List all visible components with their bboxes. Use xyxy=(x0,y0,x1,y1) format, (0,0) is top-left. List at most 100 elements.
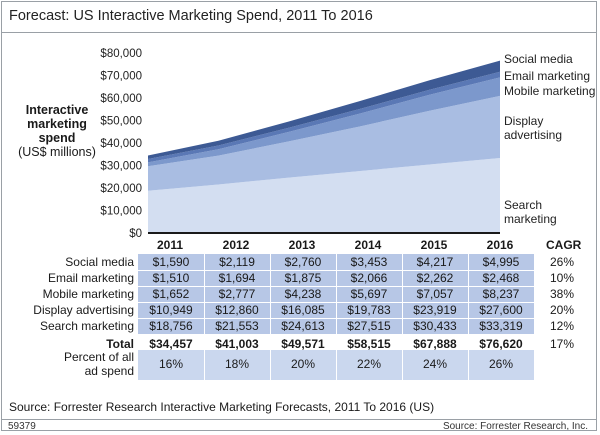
table-share-cell: 20% xyxy=(290,357,316,371)
area-chart: $0 $10,000 $20,000 $30,000 $40,000 $50,000 $60… xyxy=(100,48,500,240)
table-cell: $27,600 xyxy=(479,303,523,317)
table-cell: $1,652 xyxy=(152,287,190,301)
social-layer xyxy=(148,60,500,159)
table-share-cell: 18% xyxy=(224,357,250,371)
table-cell: $3,453 xyxy=(350,255,388,269)
table-year-header: 2013 xyxy=(288,238,316,252)
mobile-layer xyxy=(148,77,500,167)
table-share-cell: 26% xyxy=(488,357,514,371)
table-row-divider xyxy=(138,270,534,271)
table-share-cell: 24% xyxy=(422,357,448,371)
table-share-label-1: Percent of all xyxy=(63,350,134,364)
table-total-cell: $41,003 xyxy=(215,337,259,351)
table-cell: $2,777 xyxy=(218,287,256,301)
table-share-cell: 22% xyxy=(356,357,382,371)
table-share-label-2: ad spend xyxy=(84,364,134,378)
table-cell: $12,860 xyxy=(215,303,259,317)
y-tick-label: $10,000 xyxy=(100,206,142,218)
table-cell: $1,590 xyxy=(152,255,190,269)
footer-credit: Source: Forrester Research, Inc. xyxy=(442,421,588,431)
y-axis-label-line1: Interactive xyxy=(25,103,89,117)
y-tick-label: $40,000 xyxy=(100,138,142,150)
display-layer xyxy=(148,95,500,191)
y-tick-label: $0 xyxy=(129,228,142,240)
table-total-label: Total xyxy=(106,337,134,351)
table-cell: $27,515 xyxy=(347,319,391,333)
table-col-divider xyxy=(270,254,271,334)
table-total-cell: $76,620 xyxy=(479,337,523,351)
table-col-divider xyxy=(336,254,337,334)
table-cell: $1,510 xyxy=(152,271,190,285)
table-cell: $8,237 xyxy=(482,287,520,301)
table-row-label: Mobile marketing xyxy=(42,287,134,301)
table-year-header: 2016 xyxy=(486,238,514,252)
y-axis-label-line3: spend xyxy=(38,131,76,145)
table-year-header: 2011 xyxy=(156,238,184,252)
table-cell: $23,919 xyxy=(413,303,457,317)
y-tick-label: $60,000 xyxy=(100,93,142,105)
y-tick-label: $20,000 xyxy=(100,183,142,195)
table-col-divider xyxy=(468,254,469,334)
table-cell: $10,949 xyxy=(149,303,193,317)
table-row-label: Email marketing xyxy=(47,271,134,285)
y-tick-label: $80,000 xyxy=(100,48,142,60)
y-tick-label: $70,000 xyxy=(100,71,142,83)
table-row-divider xyxy=(138,318,534,319)
table-cell: $2,760 xyxy=(284,255,322,269)
table-col-divider xyxy=(270,350,271,380)
table-year-header: 2012 xyxy=(222,238,250,252)
table-row-label: Search marketing xyxy=(39,319,134,333)
table-cell: $33,319 xyxy=(479,319,523,333)
table-total-cell: $49,571 xyxy=(281,337,325,351)
table-col-divider xyxy=(468,350,469,380)
table-cagr-cell: 26% xyxy=(550,255,575,269)
table-col-divider xyxy=(402,254,403,334)
footer-divider xyxy=(2,419,596,420)
figure-id: 59379 xyxy=(8,421,36,431)
table-col-divider xyxy=(204,254,205,334)
layer-label-display-1: Display xyxy=(504,114,544,128)
table-total-cagr: 17% xyxy=(550,337,575,351)
y-axis-label-line2: marketing xyxy=(27,117,87,131)
table-cell: $2,468 xyxy=(482,271,520,285)
table-share-cell: 16% xyxy=(158,357,184,371)
y-axis-label-line4: (US$ millions) xyxy=(18,145,96,159)
layer-label-mobile: Mobile marketing xyxy=(504,84,596,98)
y-tick-label: $50,000 xyxy=(100,116,142,128)
table-total-cell: $34,457 xyxy=(149,337,193,351)
table-cell: $2,262 xyxy=(416,271,454,285)
table-cell: $16,085 xyxy=(281,303,325,317)
y-tick-label: $30,000 xyxy=(100,161,142,173)
table-cagr-cell: 10% xyxy=(550,271,575,285)
table-cagr-cell: 12% xyxy=(550,319,575,333)
table-cell: $2,119 xyxy=(219,255,255,269)
table-row-label: Display advertising xyxy=(33,303,134,317)
layer-label-display-2: advertising xyxy=(504,128,563,142)
table-year-header: 2015 xyxy=(420,238,448,252)
table-cell: $24,613 xyxy=(281,319,325,333)
table-total-cell: $67,888 xyxy=(413,337,457,351)
title-divider xyxy=(2,32,596,33)
table-cagr-cell: 20% xyxy=(550,303,575,317)
table-col-divider xyxy=(204,350,205,380)
table-cell: $2,066 xyxy=(350,271,388,285)
table-cell: $5,697 xyxy=(350,287,388,301)
table-cell: $18,756 xyxy=(149,319,193,333)
table-col-divider xyxy=(402,350,403,380)
y-axis-label: Interactive marketing spend (US$ million… xyxy=(6,103,108,159)
table-cell: $4,238 xyxy=(284,287,322,301)
table-cell: $4,995 xyxy=(482,255,520,269)
chart-title: Forecast: US Interactive Marketing Spend… xyxy=(9,8,373,24)
table-col-divider xyxy=(336,350,337,380)
layer-label-email: Email marketing xyxy=(504,69,591,83)
table-cell: $19,783 xyxy=(347,303,391,317)
table-row-label: Social media xyxy=(65,255,134,269)
table-cell: $1,694 xyxy=(218,271,256,285)
table-cagr-header: CAGR xyxy=(546,238,582,252)
table-row-divider xyxy=(138,302,534,303)
table-cell: $21,553 xyxy=(215,319,259,333)
table-total-cell: $58,515 xyxy=(347,337,391,351)
layer-label-social: Social media xyxy=(504,52,573,66)
table-year-header: 2014 xyxy=(354,238,382,252)
